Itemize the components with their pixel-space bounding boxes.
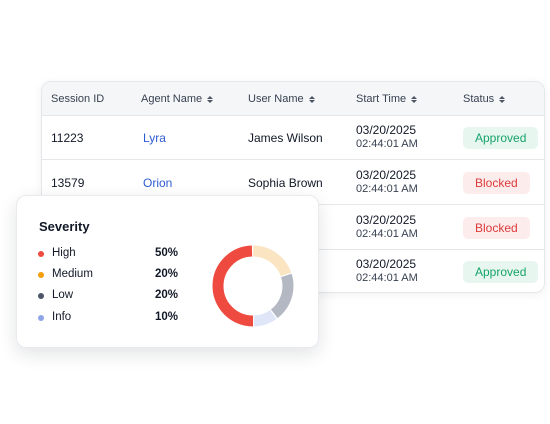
- legend-dot-icon: [38, 272, 44, 278]
- user-name: Sophia Brown: [248, 175, 323, 190]
- agent-link[interactable]: Orion: [143, 175, 173, 190]
- start-time: 03/20/2025 02:44:01 AM: [356, 123, 418, 150]
- start-time: 03/20/2025 02:44:01 AM: [356, 213, 418, 240]
- agent-link[interactable]: Lyra: [143, 130, 166, 145]
- donut-segment-low: [212, 245, 294, 327]
- sort-icon[interactable]: [207, 95, 214, 103]
- legend-dot-icon: [38, 315, 44, 321]
- legend-dot-icon: [38, 251, 44, 257]
- status-badge: Blocked: [463, 171, 530, 194]
- legend-dot-icon: [38, 293, 44, 299]
- legend-item-medium: Medium 20%: [38, 267, 178, 283]
- severity-donut-chart: [212, 245, 294, 327]
- status-badge: Approved: [463, 126, 539, 149]
- status-badge: Blocked: [463, 216, 530, 239]
- sort-icon[interactable]: [499, 95, 506, 103]
- session-id: 11223: [51, 130, 84, 145]
- start-time: 03/20/2025 02:44:01 AM: [356, 168, 418, 195]
- donut-segment-high: [212, 245, 294, 327]
- column-header-user-name[interactable]: User Name: [248, 93, 315, 105]
- column-header-status[interactable]: Status: [463, 93, 506, 105]
- user-name: James Wilson: [248, 130, 323, 145]
- table-row[interactable]: 03/20/2025 02:44:01 AM Approved: [42, 250, 544, 292]
- severity-card: Severity High 50% Medium 20% Low 20% Inf…: [16, 195, 319, 348]
- table-header: Session ID Agent Name User Name Start Ti…: [42, 82, 544, 116]
- session-id: 13579: [51, 175, 85, 190]
- sort-icon[interactable]: [411, 95, 418, 103]
- column-header-start-time[interactable]: Start Time: [356, 93, 418, 105]
- column-header-agent-name[interactable]: Agent Name: [141, 93, 214, 105]
- severity-title: Severity: [39, 219, 90, 234]
- column-header-session-id: Session ID: [51, 93, 105, 105]
- legend-item-high: High 50%: [38, 246, 178, 262]
- status-badge: Approved: [463, 261, 539, 283]
- table-row[interactable]: 11223 Lyra James Wilson 03/20/2025 02:44…: [42, 116, 544, 160]
- legend-item-info: Info 10%: [38, 310, 178, 326]
- sort-icon[interactable]: [308, 95, 315, 103]
- start-time: 03/20/2025 02:44:01 AM: [356, 257, 418, 284]
- legend-item-low: Low 20%: [38, 288, 178, 304]
